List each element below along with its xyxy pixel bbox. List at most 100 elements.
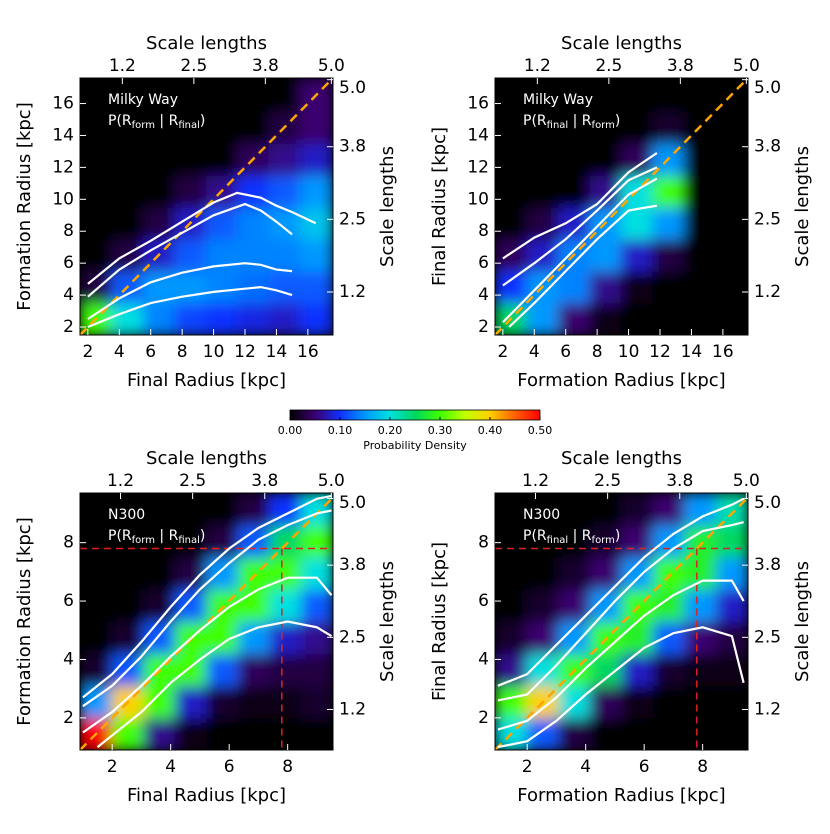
x2-tick-label: 1.2 <box>107 471 134 491</box>
y2-tick-label: 3.8 <box>754 555 781 575</box>
density-cell <box>142 78 175 113</box>
density-cell <box>652 78 685 113</box>
y2-tick-label: 3.8 <box>339 137 366 157</box>
density-cell <box>526 78 559 113</box>
density-cell <box>589 143 622 176</box>
y2-tick-label: 5.0 <box>754 493 781 513</box>
density-cell <box>300 175 333 208</box>
density-cell <box>684 653 717 687</box>
density-cell <box>142 175 175 208</box>
density-cell <box>111 621 144 655</box>
y2-tick-label: 3.8 <box>754 137 781 157</box>
formula-part: form <box>592 535 615 546</box>
density-cell <box>589 493 622 526</box>
density-cell <box>111 111 144 144</box>
density-cell <box>174 175 207 208</box>
heatmap <box>80 78 333 335</box>
density-cell <box>237 589 271 622</box>
x2-tick-label: 2.5 <box>595 56 622 76</box>
density-cell <box>683 303 716 335</box>
y2-axis-label: Scale lengths <box>792 561 813 682</box>
colorbar-tick-label: 0.10 <box>328 424 353 437</box>
contour-line <box>508 204 658 328</box>
density-cell <box>206 557 239 590</box>
y-tick-label: 14 <box>52 125 74 145</box>
density-cell <box>205 271 238 304</box>
density-cell <box>684 493 717 526</box>
x2-tick-label: 5.0 <box>733 56 760 76</box>
x-tick-label: 6 <box>145 342 156 362</box>
density-cell <box>268 303 301 335</box>
y-tick-label: 14 <box>467 125 489 145</box>
density-cell <box>526 111 559 144</box>
colorbar-label: Probability Density <box>363 439 467 452</box>
density-cell <box>174 589 207 622</box>
density-cell <box>558 557 591 590</box>
x-tick-label: 6 <box>560 342 571 362</box>
y2-tick-label: 5.0 <box>339 493 366 513</box>
colorbar-scale <box>289 409 541 421</box>
density-cell <box>111 525 144 558</box>
density-cell <box>526 557 559 590</box>
density-cell <box>143 525 176 558</box>
y2-tick-label: 2.5 <box>754 209 781 229</box>
y-tick-label: 8 <box>478 533 489 553</box>
density-cell <box>300 271 333 304</box>
density-cell <box>526 589 559 622</box>
formula-part: ) <box>200 528 205 544</box>
contour-line <box>82 494 332 699</box>
density-cell <box>268 78 301 113</box>
y-tick-label: 2 <box>63 317 74 337</box>
density-cell <box>237 111 270 144</box>
x2-axis-label: Scale lengths <box>146 33 267 54</box>
x-tick-label: 4 <box>165 757 176 777</box>
y2-tick-label: 1.2 <box>754 699 781 719</box>
density-cell <box>80 525 113 558</box>
density-cell <box>174 525 207 558</box>
density-cell <box>621 653 654 687</box>
density-cell <box>111 589 144 622</box>
density-cell <box>684 557 717 590</box>
density-cell <box>80 78 112 113</box>
x-tick-label: 2 <box>107 757 118 777</box>
y-tick-label: 4 <box>63 285 74 305</box>
x2-tick-label: 1.2 <box>109 56 136 76</box>
plot-frame <box>494 492 749 751</box>
density-cell <box>652 303 685 335</box>
contour-line <box>497 626 745 749</box>
density-cell <box>111 207 144 240</box>
density-cell <box>652 717 686 750</box>
dataset-label: N300 <box>523 507 560 523</box>
density-cell <box>715 143 748 176</box>
formula-part: | R <box>155 113 179 129</box>
density-cell <box>174 303 207 335</box>
plot-frame <box>79 77 334 336</box>
density-cell <box>716 717 748 750</box>
density-cell <box>495 525 528 558</box>
y-tick-label: 6 <box>63 253 74 273</box>
formula-part: final <box>178 535 200 546</box>
density-cell <box>652 175 685 208</box>
formula-part: P(R <box>523 113 547 129</box>
density-cell <box>301 557 333 590</box>
y2-tick-label: 5.0 <box>339 78 366 98</box>
contour-line <box>82 509 332 708</box>
density-cell <box>589 239 622 272</box>
density-cell <box>495 621 528 655</box>
density-cell <box>206 685 239 719</box>
density-cell <box>557 175 590 208</box>
dataset-label: N300 <box>108 507 145 523</box>
x2-axis-label: Scale lengths <box>561 33 682 54</box>
y-tick-label: 2 <box>478 708 489 728</box>
x-axis-label: Formation Radius [kpc] <box>517 370 725 391</box>
y2-axis-label: Scale lengths <box>377 146 398 267</box>
x2-tick-label: 1.2 <box>522 471 549 491</box>
density-cell <box>715 111 748 144</box>
formula-part: P(R <box>523 528 547 544</box>
density-cell <box>620 78 653 113</box>
x2-tick-label: 2.5 <box>179 471 206 491</box>
density-cell <box>301 589 333 622</box>
y-tick-label: 6 <box>478 591 489 611</box>
x-tick-label: 10 <box>618 342 640 362</box>
